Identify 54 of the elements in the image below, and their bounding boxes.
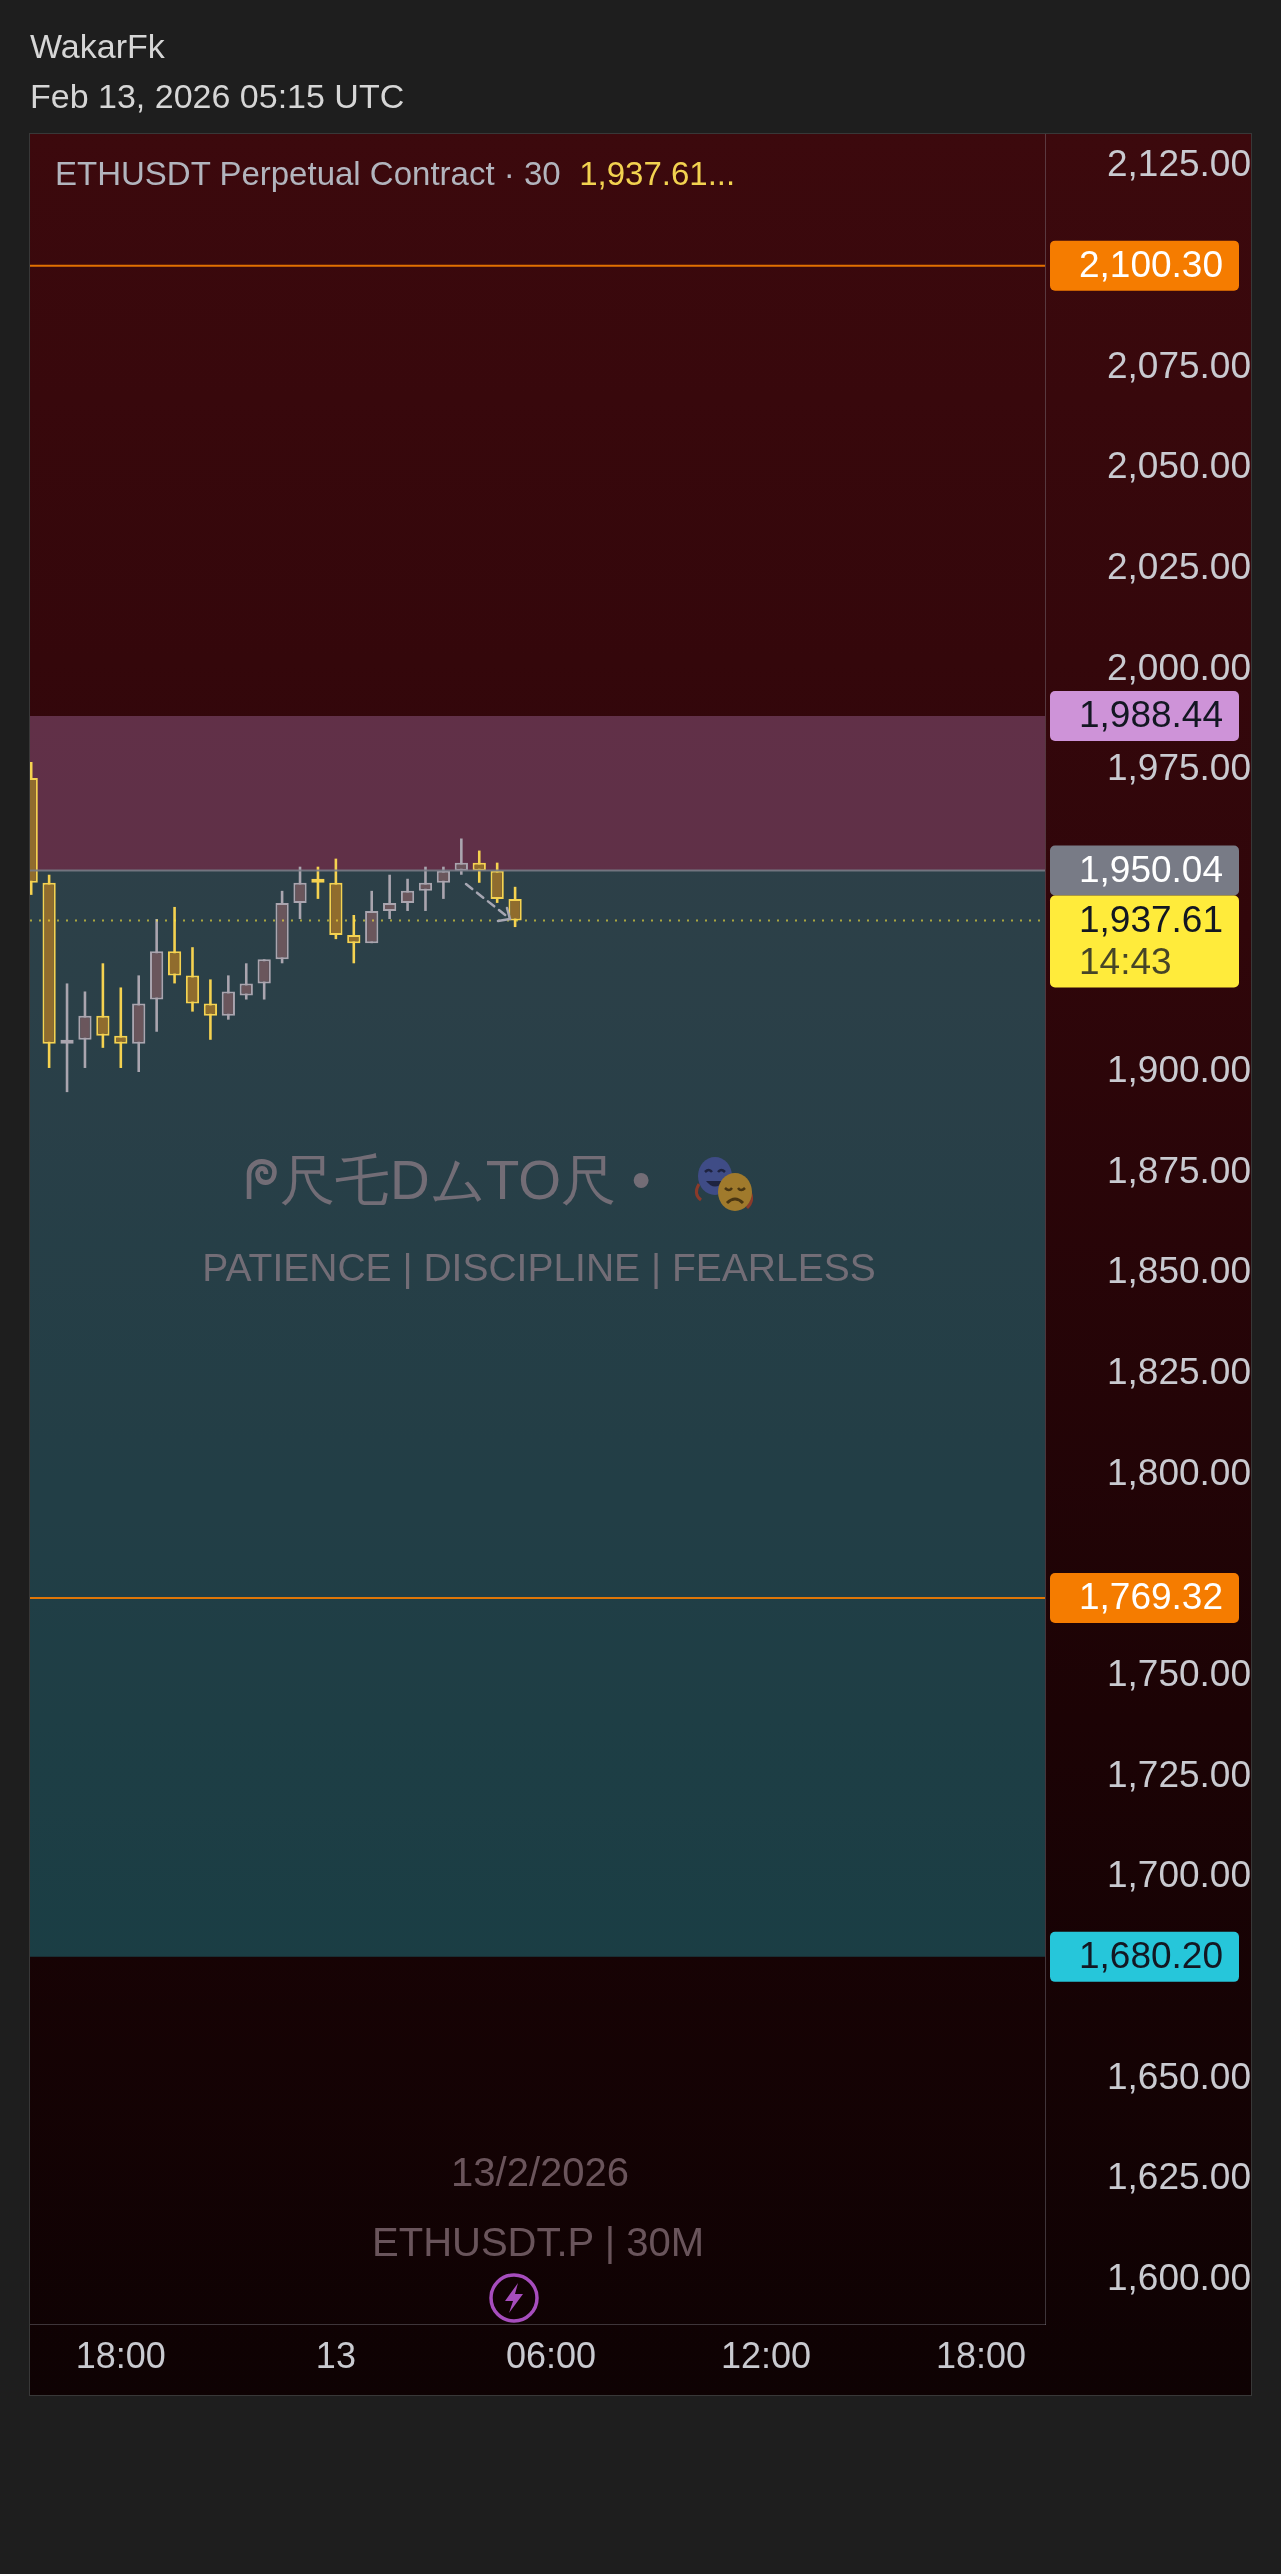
candlestick (347, 913, 361, 965)
candlestick (78, 990, 92, 1070)
y-tick-label: 1,700.00 (1106, 1854, 1251, 1896)
candlestick (114, 986, 128, 1070)
annotation: ᖘ尺乇DムTO尺 • (244, 1149, 651, 1212)
y-tick-label: 1,650.00 (1106, 2055, 1251, 2097)
x-tick-label: 12:00 (720, 2334, 812, 2376)
y-tick-label: 1,825.00 (1106, 1351, 1251, 1393)
ref-line-label: 1,937.61 (1078, 898, 1223, 940)
y-tick-label: 1,900.00 (1106, 1049, 1251, 1091)
text: Feb 13, 2026 05:15 UTC (30, 76, 405, 116)
candlestick (239, 962, 253, 1001)
band-label: 1,680.20 (1078, 1935, 1223, 1977)
candlestick (96, 962, 110, 1050)
text: 14:43 (1078, 940, 1172, 982)
annotation: 13/2/2026 (451, 2150, 629, 2195)
y-tick-label: 2,000.00 (1106, 646, 1251, 688)
annotation: PATIENCE | DISCIPLINE | FEARLESS (202, 1245, 876, 1289)
x-tick-label: 18:00 (75, 2334, 166, 2376)
y-tick-label: 2,125.00 (1106, 143, 1251, 185)
ref-line-label: 2,100.30 (1078, 243, 1223, 285)
band-label: 1,988.44 (1078, 694, 1223, 736)
x-tick-label: 13 (315, 2334, 356, 2376)
y-tick-label: 2,025.00 (1106, 545, 1251, 587)
candlestick (383, 873, 397, 921)
candlestick (418, 865, 433, 913)
y-tick-label: 1,850.00 (1106, 1250, 1251, 1292)
y-tick-label: 2,075.00 (1106, 344, 1251, 386)
y-tick-label: 1,750.00 (1106, 1653, 1251, 1695)
y-tick-label: 1,600.00 (1106, 2256, 1251, 2298)
y-tick-label: 1,725.00 (1106, 1753, 1251, 1795)
candlestick (436, 865, 451, 901)
annotation: 1,937.61... (579, 155, 736, 193)
candlestick (472, 849, 486, 885)
candlestick (400, 877, 415, 913)
ref-line-label: 1,769.32 (1078, 1576, 1223, 1618)
text: ETHUSDT Perpetual Contract · 30 (55, 155, 561, 193)
x-tick-label: 18:00 (936, 2334, 1027, 2376)
y-tick-label: 1,975.00 (1106, 747, 1251, 789)
y-tick-label: 1,625.00 (1106, 2156, 1251, 2198)
text: WakarFk (30, 26, 165, 66)
annotation: ETHUSDT.P | 30M (372, 2220, 704, 2265)
candlestick (221, 974, 235, 1021)
x-tick-label: 06:00 (505, 2334, 596, 2376)
y-tick-label: 1,875.00 (1106, 1149, 1251, 1191)
candlestick (293, 865, 307, 921)
candlestick (454, 837, 468, 877)
y-tick-label: 2,050.00 (1106, 445, 1251, 487)
ref-line-label: 1,950.04 (1078, 848, 1223, 890)
candlestick (167, 905, 182, 985)
y-tick-label: 1,800.00 (1106, 1451, 1251, 1493)
candlestick (257, 957, 271, 1001)
candlestick (508, 885, 522, 929)
candlestick (203, 978, 218, 1042)
